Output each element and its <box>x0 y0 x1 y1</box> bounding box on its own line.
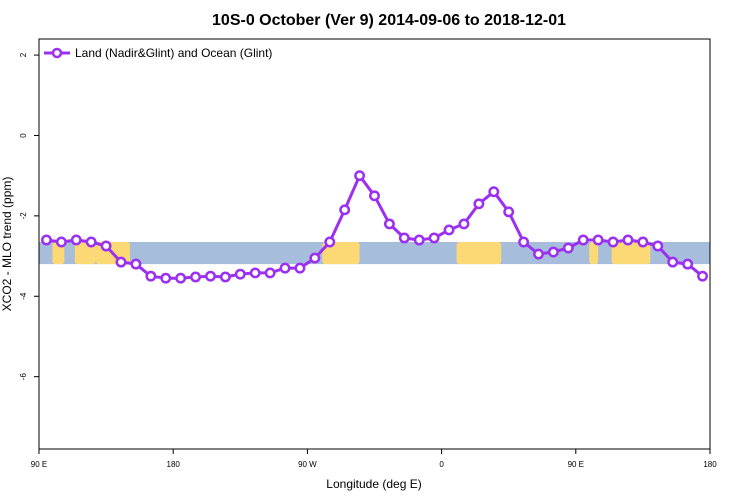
data-point <box>682 258 694 270</box>
y-tick-label: -4 <box>19 292 28 300</box>
data-point <box>458 218 470 230</box>
data-point <box>443 224 455 236</box>
data-point <box>428 232 440 244</box>
map-strip-land <box>52 241 65 265</box>
data-point <box>234 268 246 280</box>
legend-label: Land (Nadir&Glint) and Ocean (Glint) <box>75 46 272 60</box>
data-point <box>264 267 276 279</box>
x-tick-label: 90 E <box>31 460 47 469</box>
x-tick-label: 0 <box>439 460 444 469</box>
y-tick-label: -2 <box>19 212 28 220</box>
data-point <box>518 236 530 248</box>
data-point <box>190 271 202 283</box>
data-point <box>562 242 574 254</box>
data-point <box>503 206 515 218</box>
x-tick-label: 90 E <box>568 460 584 469</box>
data-point <box>41 234 52 246</box>
data-point <box>70 234 82 246</box>
plot-layer <box>39 170 710 284</box>
data-point <box>219 271 231 283</box>
data-point <box>145 270 157 282</box>
data-point <box>637 236 649 248</box>
data-point <box>294 262 306 274</box>
y-axis-ticks: 2 0 -2 -4 -6 <box>19 52 39 380</box>
y-tick-label: 0 <box>19 133 28 138</box>
data-point <box>205 270 216 282</box>
data-point <box>533 248 544 260</box>
data-point <box>577 234 589 246</box>
data-point <box>622 234 634 246</box>
map-strip-ocean <box>39 241 710 265</box>
data-point <box>130 258 142 270</box>
data-point <box>383 218 395 230</box>
y-tick-label: -6 <box>19 373 28 381</box>
data-point <box>115 256 127 268</box>
data-point <box>547 246 559 258</box>
chart-title: 10S-0 October (Ver 9) 2014-09-06 to 2018… <box>212 12 566 29</box>
map-strip-land <box>589 241 599 265</box>
data-point <box>473 198 485 210</box>
data-point <box>652 240 664 252</box>
map-strip-land <box>456 241 502 265</box>
data-point <box>413 234 425 246</box>
map-strip-land <box>322 241 360 265</box>
data-point <box>607 236 619 248</box>
data-point <box>279 262 291 274</box>
map-strip-land <box>611 241 651 265</box>
data-point <box>697 270 708 282</box>
data-point <box>160 272 172 284</box>
data-point <box>592 234 604 246</box>
y-axis-label: XCO2 - MLO trend (ppm) <box>0 177 14 312</box>
x-tick-label: 180 <box>167 460 181 469</box>
data-point <box>309 252 321 264</box>
data-point <box>667 256 679 268</box>
data-point <box>324 236 336 248</box>
data-point <box>488 186 500 198</box>
data-point <box>55 236 67 248</box>
x-tick-label: 180 <box>703 460 717 469</box>
data-point <box>175 272 187 284</box>
legend-marker-swatch <box>51 47 63 59</box>
data-point <box>249 267 261 279</box>
data-point <box>369 190 380 202</box>
plot-frame <box>38 38 711 450</box>
map-strip-land <box>74 241 96 265</box>
y-tick-label: 2 <box>19 52 28 57</box>
x-axis-label: Longitude (deg E) <box>326 477 421 491</box>
data-point <box>100 240 112 252</box>
legend: Land (Nadir&Glint) and Ocean (Glint) <box>44 46 272 60</box>
x-tick-label: 90 W <box>298 460 317 469</box>
x-axis-ticks: 90 E 180 90 W 0 90 E 180 <box>31 449 717 469</box>
data-point <box>339 204 351 216</box>
data-point <box>398 232 410 244</box>
data-point <box>354 170 366 182</box>
data-point <box>85 236 97 248</box>
